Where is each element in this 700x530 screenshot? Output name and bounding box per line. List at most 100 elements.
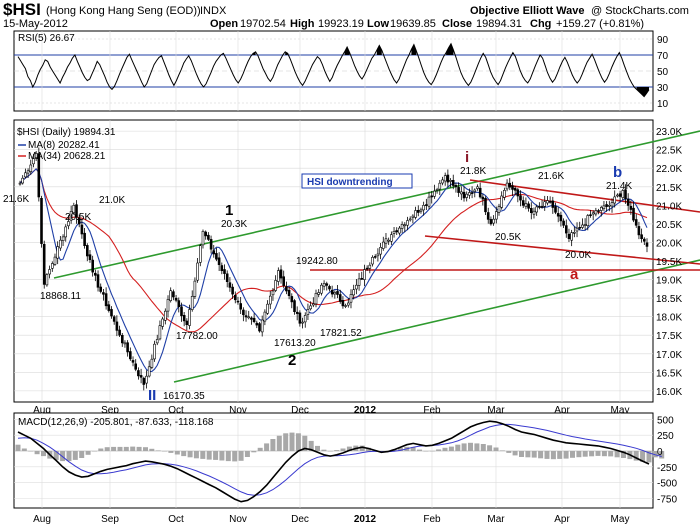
macd-hist-bar [576, 451, 582, 458]
macd-hist-bar [519, 451, 524, 457]
candle-body [373, 256, 377, 258]
candle-body [438, 182, 442, 190]
candle-body [395, 230, 399, 233]
candle-body [333, 292, 337, 295]
macd-xlabel-Dec: Dec [291, 514, 309, 525]
macd-hist-bar [187, 451, 193, 458]
price-xlabel-Apr: Apr [554, 405, 570, 416]
candle-body [567, 233, 571, 239]
candle-body [642, 238, 646, 242]
macd-hist-bar [264, 443, 270, 451]
price-label-16170: 16170.35 [163, 391, 205, 402]
open-label: Open [210, 18, 238, 30]
candle-body [419, 209, 423, 212]
price-label-21400-may: 21.4K [606, 181, 632, 192]
macd-hist-bar [423, 451, 429, 452]
candle-body [123, 342, 127, 345]
candle-body [387, 239, 391, 242]
candle-body [110, 309, 113, 317]
candle-body [236, 300, 240, 303]
candle-body [328, 286, 331, 290]
candle-body [72, 205, 76, 213]
candle-body [368, 264, 372, 269]
candle-body [164, 310, 167, 321]
candle-body [621, 190, 625, 198]
candle-body [605, 204, 608, 207]
candle-body [155, 339, 159, 344]
macd-hist-bar [315, 445, 320, 451]
candle-body [94, 272, 97, 276]
candle-body [640, 234, 643, 239]
macd-xlabel-Feb: Feb [423, 514, 441, 525]
macd-hist-bar [601, 451, 607, 457]
candle-body [449, 180, 452, 182]
downtrend-label: HSI downtrending [307, 177, 393, 188]
candle-body [494, 211, 498, 220]
candle-body [532, 210, 536, 215]
candle-body [473, 189, 477, 192]
macd-hist-bar [595, 451, 601, 456]
price-tick-23.0K: 23.0K [656, 127, 682, 138]
candle-body [400, 224, 404, 229]
macd-hist-bar [283, 433, 289, 451]
macd-hist-bar [448, 446, 454, 451]
candle-body [285, 286, 288, 292]
candle-body [21, 177, 25, 184]
candle-body [624, 189, 627, 200]
candle-body [381, 241, 385, 249]
price-grid [14, 120, 653, 402]
macd-hist-bar [257, 447, 263, 451]
credit-left: Objective Elliott Wave [470, 5, 585, 17]
candle-body [169, 290, 172, 301]
candle-body [559, 214, 563, 222]
rsi-oversold-fill [636, 87, 649, 97]
candle-body [217, 257, 221, 265]
candle-body [535, 206, 539, 213]
macd-hist-bar [143, 447, 148, 451]
rsi-tick-30: 30 [657, 83, 669, 94]
candle-body [223, 269, 226, 274]
macd-hist-bar [397, 447, 403, 451]
macd-hist-bar [130, 446, 136, 451]
macd-hist-bar [123, 446, 129, 451]
rsi-tick-70: 70 [657, 51, 669, 62]
macd-hist-bar [557, 451, 563, 459]
candle-body [86, 245, 89, 257]
price-label-20500-aug: 20.5K [65, 212, 91, 223]
candle-body [225, 273, 229, 282]
candle-body [53, 256, 57, 265]
macd-xlabel-Oct: Oct [168, 514, 184, 525]
candle-body [59, 239, 62, 249]
candles [18, 147, 649, 391]
macd-hist-bar [149, 448, 155, 451]
candle-body [204, 231, 207, 237]
high-value: 19923.19 [318, 18, 364, 30]
candle-body [129, 351, 132, 360]
price-xlabel-May: May [611, 405, 630, 416]
candle-body [346, 302, 350, 306]
candle-body [239, 303, 242, 310]
candle-body [126, 342, 129, 353]
candle-body [174, 297, 178, 301]
macd-frame [13, 412, 654, 509]
macd-hist-bar [21, 448, 27, 451]
candle-body [570, 232, 574, 241]
candle-body [486, 212, 490, 220]
candle-body [320, 284, 323, 294]
candle-body [298, 312, 302, 324]
price-panel: 23.0K 22.5K 22.0K 21.5K 21.0K 20.5K 20.0K 19.5K… [3, 119, 700, 416]
price-xlabel-Oct: Oct [168, 405, 184, 416]
macd-xlabel-Sep: Sep [101, 514, 119, 525]
macd-hist-bar [321, 449, 327, 451]
macd-xlabel-Apr: Apr [554, 514, 570, 525]
macd-tick--750: -750 [657, 495, 677, 506]
price-tick-18.0K: 18.0K [656, 313, 682, 324]
candle-body [88, 254, 92, 260]
candle-body [524, 203, 528, 207]
chg-value: +159.27 (+0.81%) [556, 18, 644, 30]
candle-body [107, 304, 111, 311]
candle-body [231, 286, 234, 295]
candle-body [637, 226, 641, 236]
price-label-18868: 18868.11 [40, 291, 81, 302]
candle-body [282, 276, 286, 286]
